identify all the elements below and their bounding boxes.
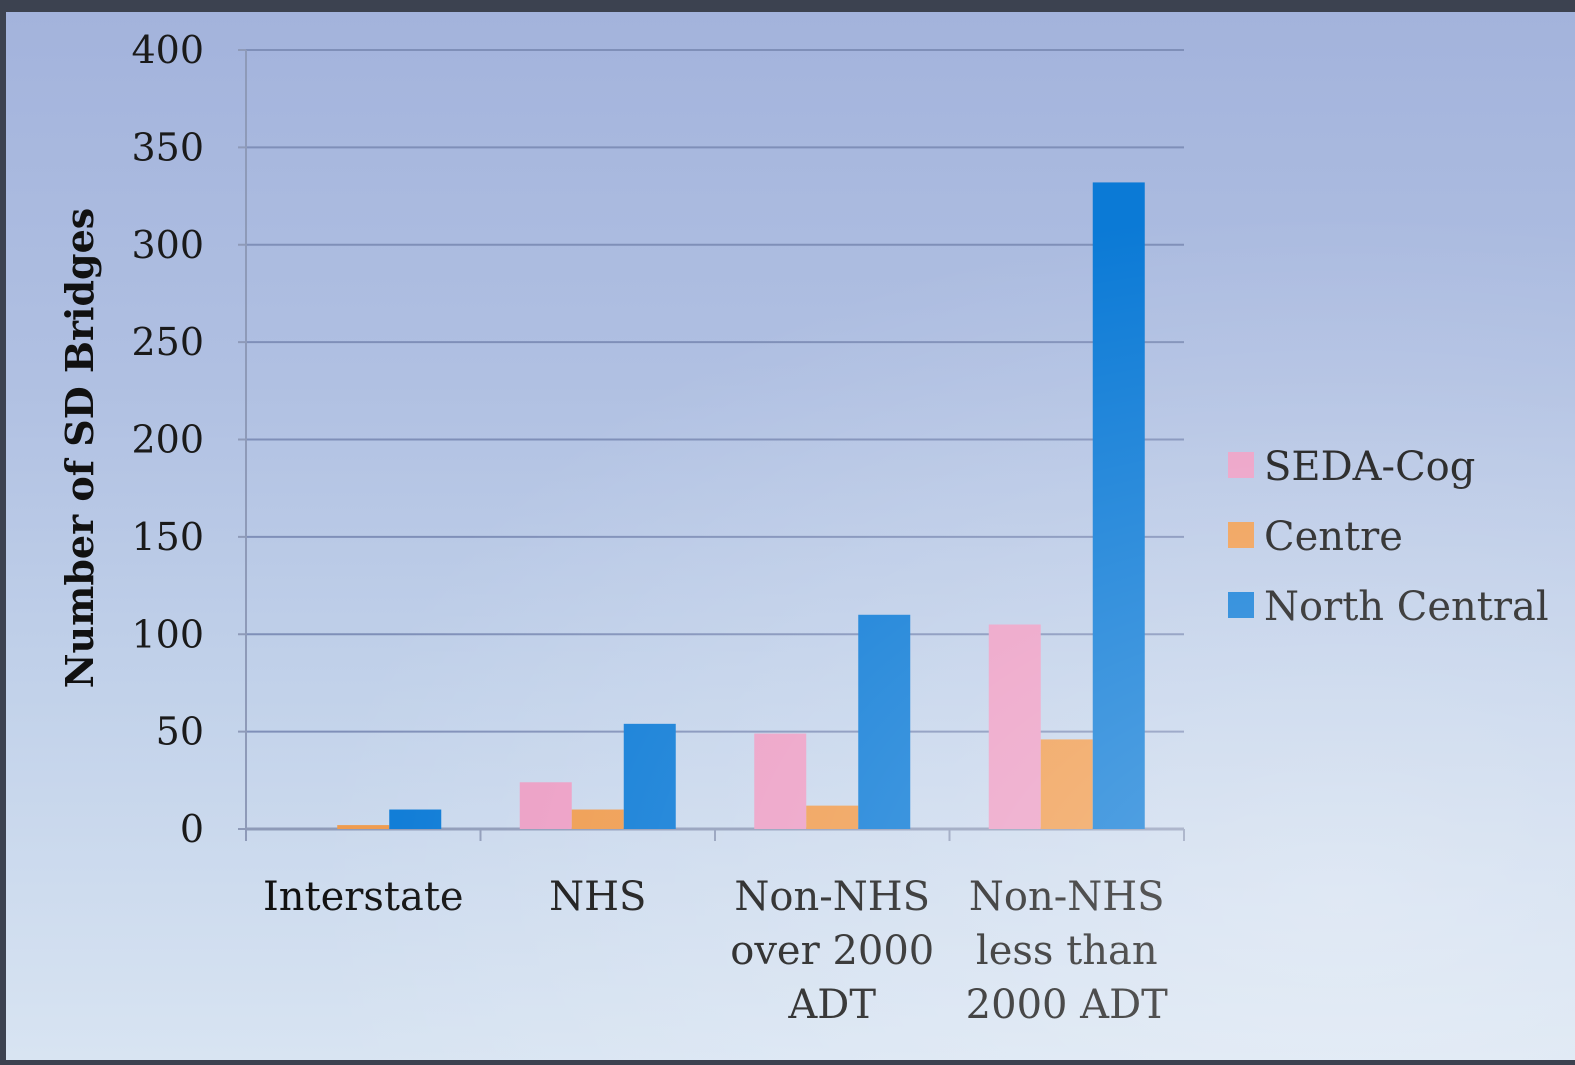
x-category-label: Interstate — [263, 874, 464, 920]
y-tick-label: 250 — [131, 320, 204, 364]
x-category-label-line: less than — [976, 928, 1158, 974]
y-tick-label: 350 — [131, 125, 204, 169]
y-tick-label: 200 — [131, 418, 204, 462]
axes — [238, 49, 1185, 841]
y-tick-labels: 0 50 100 150 200 250 300 350 400 — [131, 28, 204, 851]
y-tick-label: 50 — [156, 710, 204, 754]
legend: SEDA-Cog Centre North Central — [1228, 444, 1549, 630]
bar-chart: 0 50 100 150 200 250 300 350 400 Interstate NHS No… — [57, 28, 1549, 1028]
bar — [519, 782, 572, 829]
bar — [858, 614, 911, 829]
x-category-label-line: Non-NHS — [734, 874, 930, 920]
legend-swatch — [1228, 592, 1254, 618]
legend-label: North Central — [1264, 584, 1549, 630]
legend-label: SEDA-Cog — [1264, 444, 1475, 490]
legend-swatch — [1228, 452, 1254, 478]
x-category-label-line: Non-NHS — [969, 874, 1165, 920]
x-category-label-line: over 2000 — [730, 928, 934, 974]
bar — [1040, 739, 1093, 829]
y-tick-label: 300 — [131, 223, 204, 267]
x-category-label-line: ADT — [787, 982, 876, 1028]
x-category-label: Non-NHS less than 2000 ADT — [966, 874, 1168, 1028]
gridlines — [246, 49, 1184, 733]
y-tick-label: 150 — [131, 515, 204, 559]
x-category-label-line: NHS — [549, 874, 646, 920]
legend-swatch — [1228, 522, 1254, 548]
bars — [337, 182, 1145, 829]
bar — [1092, 182, 1145, 829]
legend-label: Centre — [1264, 514, 1403, 560]
bar — [623, 723, 676, 829]
y-tick-label: 0 — [180, 807, 204, 851]
bar — [389, 809, 442, 829]
bar — [337, 825, 390, 829]
bar — [988, 624, 1041, 829]
x-category-labels: Interstate NHS Non-NHS over 2000 ADT Non-NHS l… — [263, 874, 1168, 1028]
slide-background: 0 50 100 150 200 250 300 350 400 Interstate NHS No… — [6, 12, 1575, 1060]
x-category-label: NHS — [549, 874, 646, 920]
y-tick-label: 400 — [131, 28, 204, 72]
y-axis-title: Number of SD Bridges — [57, 208, 102, 688]
x-category-label-line: 2000 ADT — [966, 982, 1168, 1028]
bar — [754, 733, 807, 829]
y-tick-label: 100 — [131, 612, 204, 656]
bar — [571, 809, 624, 829]
x-category-label-line: Interstate — [263, 874, 464, 920]
bar — [806, 805, 859, 829]
x-category-label: Non-NHS over 2000 ADT — [730, 874, 934, 1028]
